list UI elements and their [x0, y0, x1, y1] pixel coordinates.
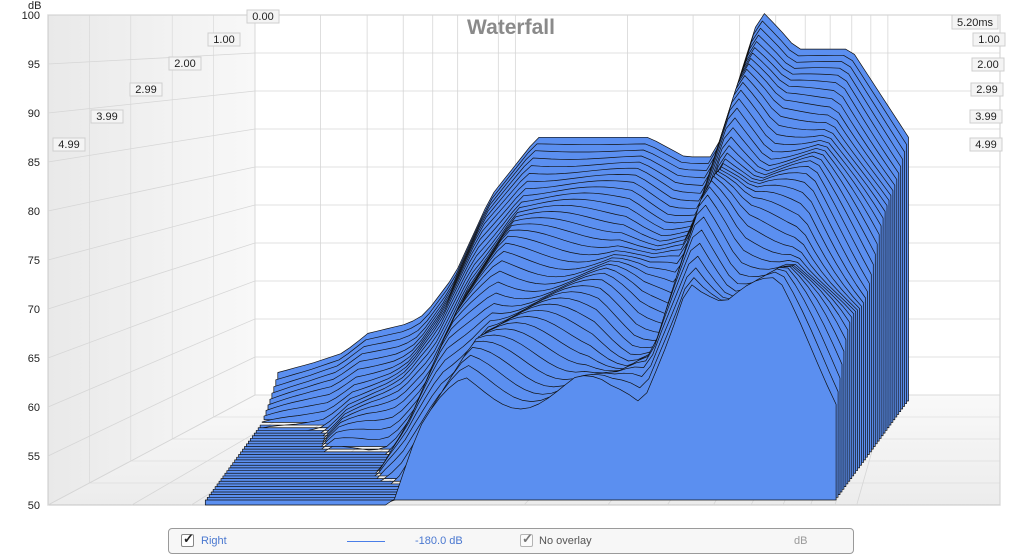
time-label-left: 0.00: [252, 11, 273, 23]
time-axis-right: 1.00 2.00 2.99 3.99 4.99: [969, 32, 1006, 152]
time-label-left-box: [52, 137, 86, 152]
time-label-left: 3.99: [96, 111, 117, 123]
time-label-right-box: [969, 137, 1003, 152]
time-label-left-box: [207, 32, 241, 47]
time-label-right: 2.00: [977, 59, 998, 71]
overlay-unit: dB: [794, 535, 808, 547]
y-tick-label: 100: [22, 10, 40, 22]
time-label-right-box: [971, 57, 1005, 72]
chart-title: Waterfall: [467, 16, 555, 39]
channel-label: Right: [201, 535, 227, 547]
waterfall-slice: [204, 277, 837, 506]
svg-text:5.20ms: 5.20ms: [957, 17, 994, 29]
bottom-legend-bar: ✓ Right -180.0 dB ✓ No overlay dB: [168, 528, 854, 554]
time-label-left: 2.00: [174, 58, 195, 70]
time-label-right: 1.00: [978, 34, 999, 46]
time-max-label: 5.20ms: [951, 14, 999, 30]
time-label-right-box: [970, 82, 1004, 97]
time-label-right: 3.99: [975, 111, 996, 123]
y-tick-label: 90: [28, 108, 40, 120]
time-label-left-box: [90, 109, 124, 124]
y-tick-label: 80: [28, 206, 40, 218]
grid-line-depth: [47, 394, 256, 506]
time-label-left: 4.99: [58, 139, 79, 151]
time-label-right-box: [969, 109, 1003, 124]
waterfall-surface: [204, 13, 909, 506]
overlay-label: No overlay: [539, 535, 592, 547]
y-tick-label: 85: [28, 157, 40, 169]
right-channel-checkbox[interactable]: ✓: [181, 531, 194, 547]
time-label-right: 4.99: [975, 139, 996, 151]
y-tick-label: 50: [28, 500, 40, 510]
y-unit-label: dB: [28, 0, 41, 12]
y-tick-label: 65: [28, 353, 40, 365]
y-axis-ticks: 50 55 60 65 70 75 80 85 90 95 100: [22, 10, 40, 510]
y-tick-label: 70: [28, 304, 40, 316]
legend-line-swatch: [347, 541, 385, 542]
time-label-left: 2.99: [135, 84, 156, 96]
level-value: -180.0 dB: [415, 535, 463, 547]
time-label-left: 1.00: [213, 34, 234, 46]
y-tick-label: 55: [28, 451, 40, 463]
time-label-left-box: [246, 9, 280, 24]
time-label-right-box: [972, 32, 1006, 47]
y-tick-label: 60: [28, 402, 40, 414]
y-tick-label: 75: [28, 255, 40, 267]
time-axis-left: 0.00 1.00 2.00 2.99 3.99 4.99: [52, 9, 280, 152]
y-tick-label: 95: [28, 59, 40, 71]
time-label-left-box: [168, 56, 202, 71]
time-label-right: 2.99: [976, 84, 997, 96]
overlay-checkbox[interactable]: ✓: [520, 531, 533, 547]
time-label-left-box: [129, 82, 163, 97]
